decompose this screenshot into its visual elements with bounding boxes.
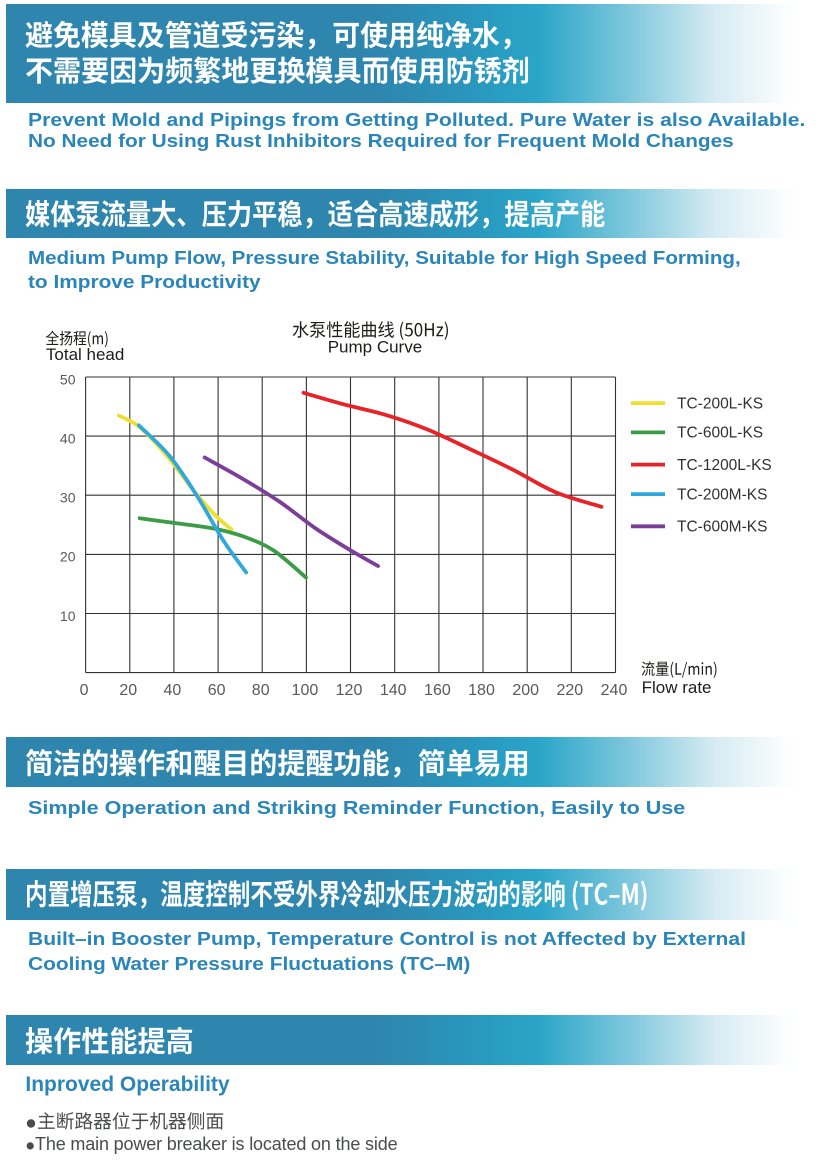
svg-text:160: 160 (424, 682, 451, 699)
svg-text:100: 100 (292, 682, 319, 699)
svg-text:0: 0 (80, 682, 89, 699)
svg-text:60: 60 (208, 682, 226, 699)
svg-text:40: 40 (60, 430, 76, 446)
svg-text:40: 40 (164, 682, 182, 699)
svg-text:Flow rate: Flow rate (642, 678, 712, 697)
svg-text:200: 200 (512, 682, 539, 699)
svg-text:10: 10 (60, 608, 76, 624)
svg-text:20: 20 (60, 549, 76, 565)
svg-text:TC-200M-KS: TC-200M-KS (677, 486, 767, 503)
svg-text:50: 50 (60, 371, 76, 387)
svg-text:220: 220 (556, 682, 583, 699)
svg-text:TC-200L-KS: TC-200L-KS (677, 395, 763, 412)
svg-text:20: 20 (119, 682, 137, 699)
svg-text:120: 120 (336, 682, 363, 699)
svg-text:240: 240 (601, 682, 628, 699)
svg-text:Total head: Total head (46, 345, 124, 364)
svg-text:TC-600M-KS: TC-600M-KS (677, 519, 767, 536)
svg-text:TC-1200L-KS: TC-1200L-KS (677, 457, 772, 474)
svg-text:Pump Curve: Pump Curve (328, 338, 422, 357)
svg-text:80: 80 (252, 682, 270, 699)
svg-text:TC-600L-KS: TC-600L-KS (677, 425, 763, 442)
svg-text:30: 30 (60, 490, 76, 506)
svg-text:140: 140 (380, 682, 407, 699)
svg-text:180: 180 (468, 682, 495, 699)
